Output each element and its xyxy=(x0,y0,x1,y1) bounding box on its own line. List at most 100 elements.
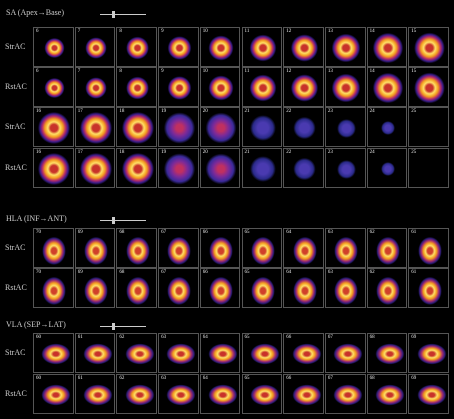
image-panel: 22 xyxy=(283,107,324,147)
image-panel: 12 xyxy=(283,67,324,107)
scan-image xyxy=(327,230,365,267)
panel-number: 13 xyxy=(327,69,333,74)
panel-number: 67 xyxy=(327,376,333,381)
image-panel: 14 xyxy=(366,67,408,107)
image-panel: 20 xyxy=(199,148,241,188)
panel-number: 25 xyxy=(411,109,417,114)
scan-image xyxy=(36,109,73,146)
panel-number: 65 xyxy=(244,376,250,381)
panel-number: 18 xyxy=(119,109,125,114)
row-label: RstAC xyxy=(5,82,27,91)
image-panel: 9 xyxy=(158,67,199,107)
panel-number: 20 xyxy=(202,109,208,114)
image-panel: 8 xyxy=(116,27,158,67)
panel-number: 64 xyxy=(286,270,292,275)
scan-image xyxy=(289,32,320,64)
image-panel: 64 xyxy=(283,228,324,268)
panel-number: 65 xyxy=(244,335,250,340)
scan-image xyxy=(119,109,156,146)
image-panel: 6 xyxy=(33,27,74,67)
scan-image xyxy=(83,75,109,101)
image-panel: 21 xyxy=(241,148,283,188)
panel-number: 10 xyxy=(202,69,208,74)
panel-number: 14 xyxy=(369,69,375,74)
panel-number: 67 xyxy=(327,335,333,340)
image-panel: 24 xyxy=(366,148,408,188)
panel-number: 64 xyxy=(202,335,208,340)
image-panel: 15 xyxy=(408,27,449,67)
panel-number: 15 xyxy=(411,69,417,74)
image-panel: 70 xyxy=(33,268,74,308)
image-panel: 64 xyxy=(283,268,324,308)
row-label: StrAC xyxy=(5,348,26,357)
row-label: StrAC xyxy=(5,42,26,51)
scan-image xyxy=(160,230,198,267)
panel-number: 17 xyxy=(77,109,83,114)
image-panel: 63 xyxy=(158,374,199,414)
panel-number: 66 xyxy=(286,376,292,381)
panel-number: 61 xyxy=(77,376,83,381)
scan-image xyxy=(412,70,448,106)
panel-number: 22 xyxy=(286,109,292,114)
panel-number: 10 xyxy=(202,29,208,34)
slider-track xyxy=(100,220,146,221)
image-panel: 62 xyxy=(366,268,408,308)
panel-number: 23 xyxy=(327,150,333,155)
scan-image xyxy=(327,376,365,413)
image-panel: 61 xyxy=(408,268,449,308)
image-panel: 62 xyxy=(366,228,408,268)
panel-number: 68 xyxy=(119,230,125,235)
panel-number: 19 xyxy=(161,150,167,155)
panel-number: 69 xyxy=(411,376,417,381)
scan-image xyxy=(125,35,151,61)
scan-image xyxy=(163,152,196,186)
scan-image xyxy=(83,35,109,61)
scan-image xyxy=(160,335,198,372)
scan-image xyxy=(285,270,323,307)
image-panel: 61 xyxy=(74,374,116,414)
image-panel: 13 xyxy=(324,67,366,107)
scan-image xyxy=(285,230,323,267)
slider-knob xyxy=(112,11,115,18)
panel-number: 64 xyxy=(202,376,208,381)
scan-image xyxy=(289,72,320,104)
scan-image xyxy=(293,116,316,140)
image-panel: 61 xyxy=(74,333,116,373)
image-panel: 16 xyxy=(33,148,74,188)
panel-number: 69 xyxy=(411,335,417,340)
scan-image xyxy=(42,76,66,100)
image-panel: 67 xyxy=(324,374,366,414)
scan-image xyxy=(202,376,240,413)
scan-image xyxy=(371,71,405,105)
image-panel: 25 xyxy=(408,148,449,188)
row-label: StrAC xyxy=(5,122,26,131)
scan-image xyxy=(243,376,282,413)
scan-image xyxy=(77,335,115,372)
panel-number: 13 xyxy=(327,29,333,34)
panel-number: 6 xyxy=(36,29,39,34)
scan-image xyxy=(35,230,73,267)
scan-image xyxy=(381,162,395,176)
scan-image xyxy=(77,376,115,413)
panel-number: 7 xyxy=(77,69,81,74)
image-panel: 15 xyxy=(408,67,449,107)
scan-image xyxy=(166,34,193,62)
scan-image xyxy=(336,118,356,138)
image-panel: 63 xyxy=(158,333,199,373)
image-panel: 69 xyxy=(74,228,116,268)
scan-image xyxy=(410,270,448,307)
panel-number: 8 xyxy=(119,29,122,34)
image-panel: 10 xyxy=(199,67,241,107)
scan-image xyxy=(118,376,157,413)
image-panel: 65 xyxy=(241,268,283,308)
panel-number: 16 xyxy=(36,150,41,155)
image-panel: 64 xyxy=(199,333,241,373)
panel-number: 68 xyxy=(369,376,375,381)
scan-image xyxy=(248,73,278,103)
panel-number: 66 xyxy=(202,270,208,275)
panel-number: 9 xyxy=(161,69,164,74)
scan-image xyxy=(202,230,240,267)
scan-image xyxy=(204,152,238,186)
panel-number: 66 xyxy=(202,230,208,235)
image-panel: 12 xyxy=(283,27,324,67)
